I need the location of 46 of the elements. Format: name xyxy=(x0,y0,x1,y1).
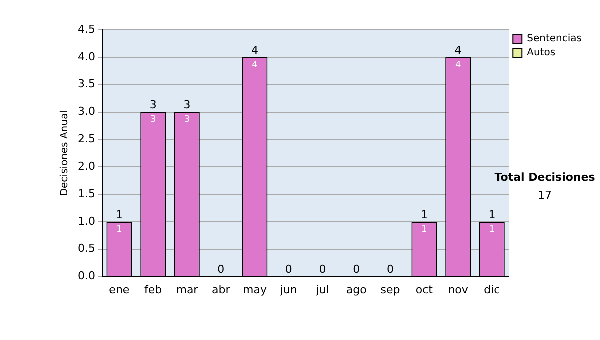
total-label: 0 xyxy=(387,263,394,276)
y-tick-label: 2.0 xyxy=(78,160,96,173)
data-label: 4 xyxy=(455,60,462,70)
total-label: 3 xyxy=(150,98,157,112)
total-label: 1 xyxy=(420,208,428,222)
x-tick-label: ago xyxy=(346,283,368,296)
data-label: 3 xyxy=(150,115,156,126)
total-label: 4 xyxy=(454,44,462,57)
y-tick-label: 3.5 xyxy=(78,78,96,91)
y-tick-label: 4.0 xyxy=(78,50,96,64)
total-label: 0 xyxy=(285,263,292,276)
total-label: 0 xyxy=(218,263,225,276)
x-tick-label: dic xyxy=(484,283,500,296)
y-tick-label: 3.0 xyxy=(78,105,96,118)
annotation: Total Decisiones xyxy=(494,170,596,184)
y-axis-title: Decisiones Anual xyxy=(60,110,71,196)
y-tick-label: 4.5 xyxy=(78,22,96,36)
total-label: 1 xyxy=(488,208,496,222)
x-tick-label: jul xyxy=(315,283,330,296)
y-tick-label: 1.5 xyxy=(78,187,96,200)
data-label: 4 xyxy=(252,60,258,70)
y-tick-label: 0.0 xyxy=(78,270,96,283)
x-tick-label: sep xyxy=(380,283,400,296)
total-label: 0 xyxy=(319,263,326,276)
x-tick-label: jun xyxy=(279,283,298,296)
total-label: 3 xyxy=(184,98,191,112)
legend-label: Autos xyxy=(527,48,556,59)
data-label: 3 xyxy=(184,115,190,126)
x-tick-label: abr xyxy=(212,283,231,296)
text: 17 xyxy=(538,188,552,202)
y-tick-label: 2.5 xyxy=(78,132,96,146)
data-label: 1 xyxy=(422,224,428,235)
x-tick-label: may xyxy=(243,283,268,296)
data-label: 1 xyxy=(116,224,122,235)
y-tick-label: 1.0 xyxy=(78,214,96,228)
data-label: 1 xyxy=(489,224,496,235)
x-tick-label: feb xyxy=(144,283,162,296)
legend-label: Sentencias xyxy=(527,34,582,45)
x-tick-label: mar xyxy=(176,283,199,296)
x-tick-label: nov xyxy=(448,283,469,296)
total-label: 4 xyxy=(251,44,258,57)
y-tick-label: 0.5 xyxy=(78,242,96,256)
x-tick-label: oct xyxy=(416,283,434,296)
total-label: 1 xyxy=(116,208,123,222)
total-label: 0 xyxy=(353,263,360,276)
x-tick-label: ene xyxy=(109,283,130,296)
